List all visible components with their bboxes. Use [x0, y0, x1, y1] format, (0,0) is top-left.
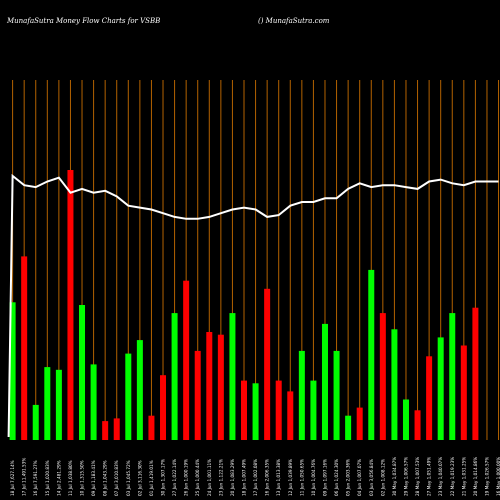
tick-label: 05 Jun 2,003.36%: [346, 459, 351, 496]
bar: [148, 415, 155, 440]
bar: [321, 323, 328, 440]
tick-label: 11 Jul 1,038.80%: [68, 460, 73, 496]
bar: [44, 367, 51, 440]
tick-label: 21 May 1,031.25%: [461, 457, 466, 496]
bar: [79, 305, 86, 440]
bar: [449, 313, 456, 440]
bar: [102, 421, 109, 440]
tick-label: 30 May 1,034.87%: [392, 457, 397, 496]
bar: [472, 307, 479, 440]
tick-label: 04 Jun 1,007.07%: [357, 459, 362, 496]
tick-label: 12 Jun 1,039.89%: [288, 459, 293, 496]
tick-label: 03 Jun 3,056.84%: [369, 459, 374, 496]
tick-label: 24 Jun 1,001.11%: [207, 459, 212, 496]
bar: [55, 369, 62, 440]
tick-label: 01 Jul 1,419.01%: [149, 460, 154, 496]
bar: [171, 313, 178, 440]
tick-label: 18 Jun 1,007.49%: [242, 459, 247, 496]
x-tick-labels: 18 Jul 7,627.14% 17 Jul 11,491.53% 16 Jul …: [10, 457, 500, 496]
tick-label: 13 Jun 1,013.38%: [276, 459, 281, 496]
bar: [356, 407, 363, 440]
bar: [252, 383, 259, 440]
bar: [206, 332, 213, 440]
tick-label: 09 Jul 1,183.41%: [91, 460, 96, 496]
bar: [113, 418, 120, 440]
tick-label: 23 May 1,040.07%: [438, 457, 443, 496]
bar: [160, 375, 167, 440]
tick-label: 19 May 1,026.57%: [484, 457, 489, 496]
tick-label: 07 Jul 3,010.83%: [114, 460, 119, 496]
bar: [437, 337, 444, 440]
bar: [298, 350, 305, 440]
bar: [287, 391, 294, 440]
bar: [402, 399, 409, 440]
bar: [21, 256, 28, 440]
bar: [379, 313, 386, 440]
bar: [426, 356, 433, 440]
money-flow-line: [7, 173, 499, 438]
tick-label: 26 Jun 1,000.19%: [184, 459, 189, 496]
bar: [194, 350, 201, 440]
chart-title: MunafaSutra Money Flow Charts for VSBB: [6, 17, 160, 25]
site-credit: () MunafaSutra.com: [258, 17, 330, 25]
tick-label: 18 Jul 7,627.14%: [10, 460, 15, 496]
tick-label: 16 Jun 2,006.35%: [265, 459, 270, 496]
tick-label: 27 May 1,051.49%: [427, 457, 432, 496]
tick-label: 28 May 1,007.53%: [415, 457, 420, 496]
tick-label: 27 Jun 1,022.14%: [172, 459, 177, 496]
bar: [67, 170, 74, 440]
bar: [310, 380, 317, 440]
tick-label: 23 Jun 1,122.21%: [218, 459, 223, 496]
tick-label: 02 Jun 1,008.12%: [380, 459, 385, 496]
tick-label: 20 Jun 1,083.29%: [230, 459, 235, 496]
bar: [333, 350, 340, 440]
bar: [460, 345, 467, 440]
bar: [125, 353, 132, 440]
bar: [229, 313, 236, 440]
tick-label: 06 Jun 1,024.30%: [334, 459, 339, 496]
bar: [217, 334, 224, 440]
tick-label: 29 May 1,006.57%: [403, 457, 408, 496]
bar: [275, 380, 282, 440]
bar: [9, 302, 16, 440]
bar: [32, 404, 39, 440]
bar: [90, 364, 97, 440]
tick-label: 16 Jul 7,591.27%: [33, 460, 38, 496]
bar: [414, 410, 421, 440]
bar-series: [9, 170, 479, 440]
tick-label: 09 Jun 1,097.16%: [322, 459, 327, 496]
bar: [241, 380, 247, 440]
bar: [368, 269, 375, 440]
tick-label: 02 Jul 3,116.30%: [137, 460, 142, 496]
tick-label: 25 Jun 1,000.44%: [195, 459, 200, 496]
tick-label: 08 Jul 1,043.29%: [103, 460, 108, 496]
tick-label: 03 Jul 1,045.72%: [126, 460, 131, 496]
tick-label: 20 May 1,014.86%: [473, 457, 478, 496]
bar: [183, 280, 190, 440]
tick-label: 10 Jul 1,315.50%: [80, 460, 85, 496]
tick-label: 15 Jul 1,020.83%: [45, 460, 50, 496]
tick-label: 17 Jul 11,491.53%: [22, 458, 27, 496]
tick-label: 10 Jun 1,004.76%: [311, 459, 316, 496]
tick-label: 17 Jun 1,002.08%: [253, 459, 258, 496]
bar: [345, 415, 352, 440]
bar: [264, 288, 271, 440]
tick-label: 22 May 1,019.23%: [450, 457, 455, 496]
bar: [391, 329, 398, 440]
tick-label: 16 May 1,000.00%: [496, 457, 500, 496]
tick-label: 30 Jun 1,307.17%: [161, 459, 166, 496]
tick-label: 11 Jun 1,050.65%: [299, 459, 304, 496]
tick-label: 14 Jul 2,481.29%: [56, 460, 61, 496]
bar: [136, 340, 143, 440]
